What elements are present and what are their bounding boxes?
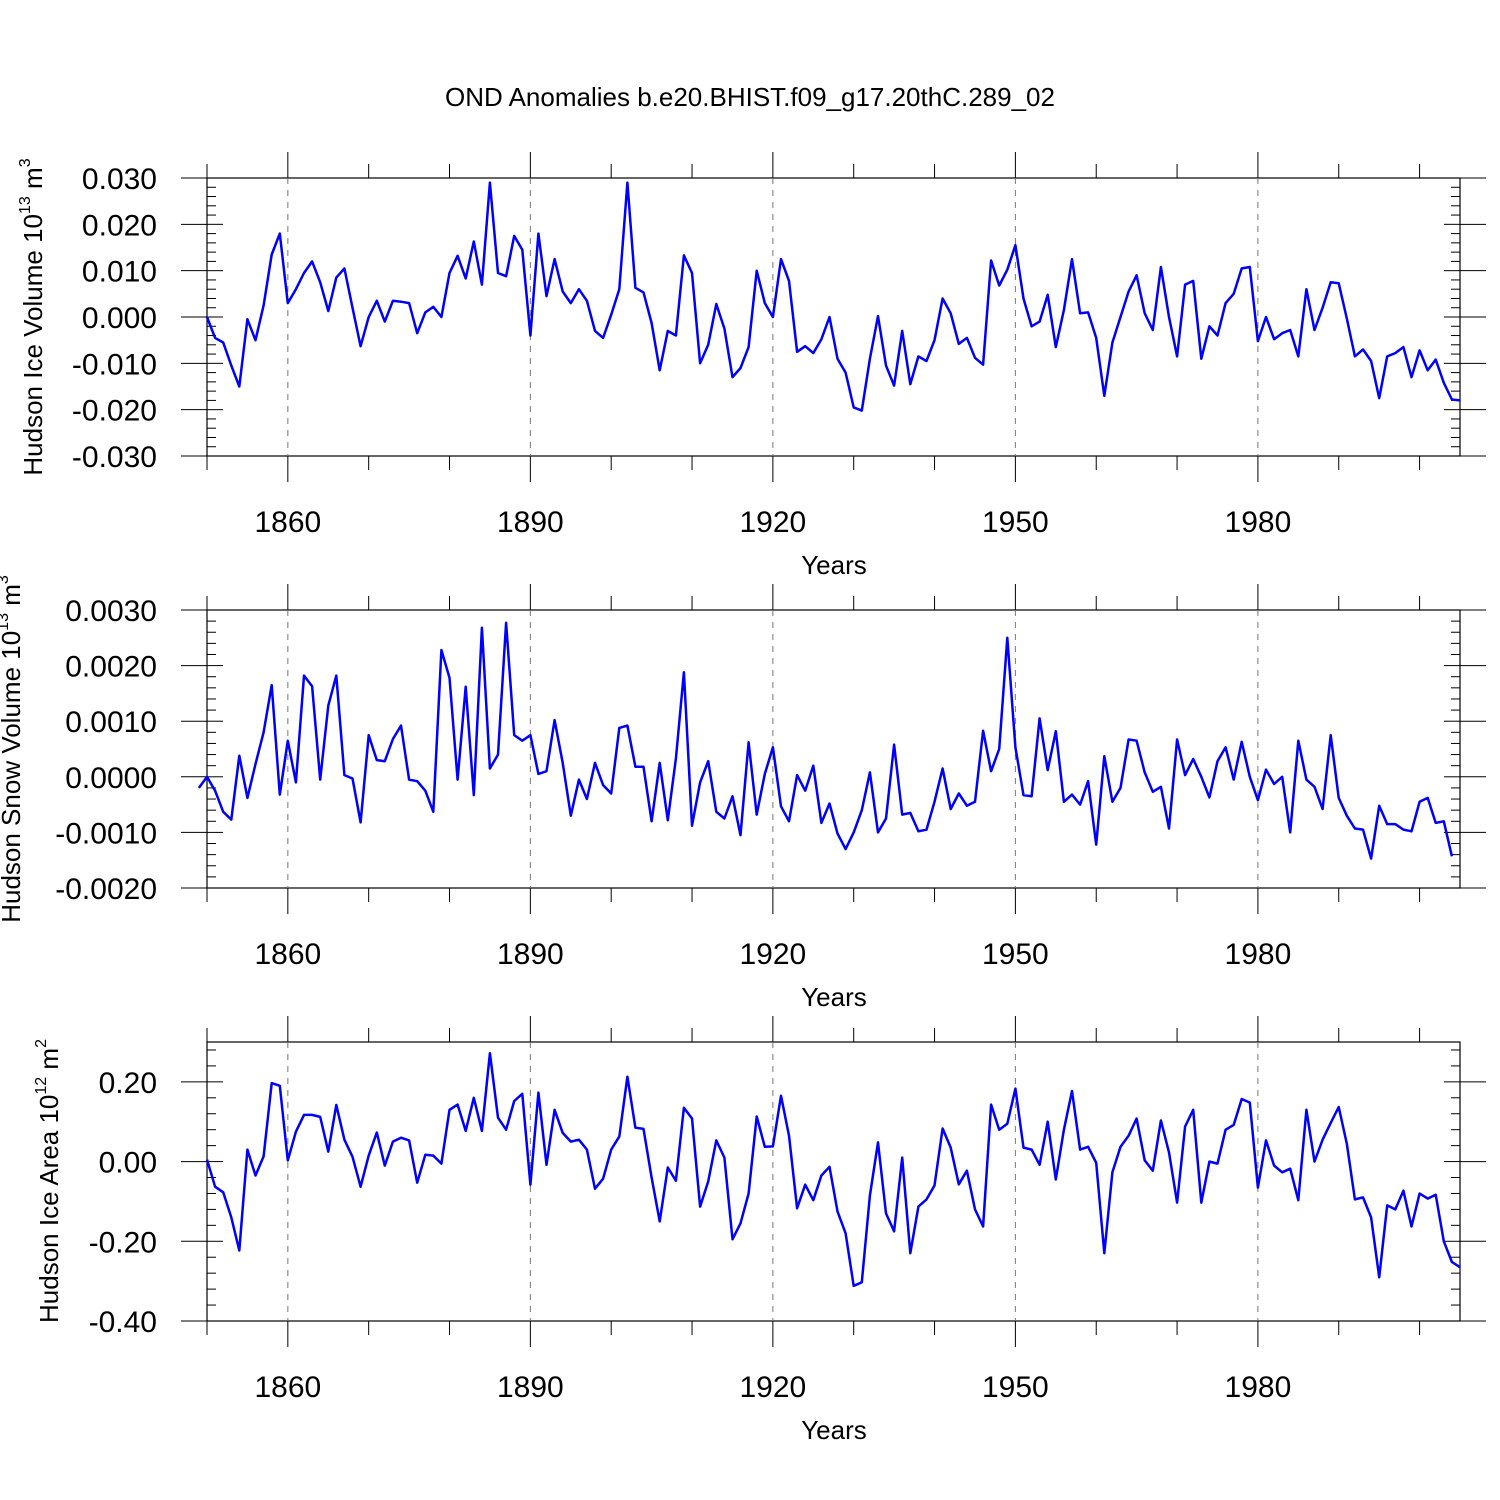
x-tick-label: 1950 — [982, 938, 1049, 971]
x-tick-label: 1980 — [1225, 938, 1292, 971]
x-tick-label: 1920 — [739, 938, 806, 971]
y-tick-label: 0.020 — [82, 209, 157, 242]
x-tick-label: 1950 — [982, 1371, 1049, 1404]
y-tick-label: 0.010 — [82, 256, 157, 289]
plot-frame — [206, 1041, 1461, 1322]
plot-frame — [206, 177, 1461, 457]
x-tick-label: 1920 — [739, 506, 806, 539]
y-tick-label: -0.40 — [89, 1306, 157, 1339]
x-axis-label: Years — [801, 1415, 867, 1445]
x-tick-label: 1950 — [982, 506, 1049, 539]
y-axis-label-text: Hudson Snow Volume 10 — [0, 631, 26, 923]
y-axis-label-text: m — [34, 1048, 64, 1077]
y-axis-label: Hudson Ice Area 1012 m2 — [33, 1039, 64, 1323]
y-tick-label: 0.0020 — [65, 651, 157, 684]
x-tick-label: 1980 — [1225, 506, 1292, 539]
series-line — [205, 1051, 1461, 1288]
y-tick-label: -0.010 — [72, 348, 157, 381]
x-tick-label: 1890 — [497, 506, 564, 539]
y-tick-label: -0.0010 — [55, 817, 157, 850]
chart-panel-1: 1860 1890 1920 1950 1980 Years -0.030 -0.020 -0.… — [17, 152, 1486, 580]
y-axis-label-text: m — [0, 584, 26, 613]
y-tick-label: 0.0030 — [65, 595, 157, 628]
x-tick-label: 1890 — [497, 1371, 564, 1404]
series-line — [197, 621, 1454, 860]
y-tick-label: 0.20 — [99, 1067, 157, 1100]
chart-panel-3: 1860 1890 1920 1950 1980 Years -0.40 -0.20 0.00 0… — [33, 1016, 1486, 1445]
y-axis-label-text: Hudson Ice Volume 10 — [18, 214, 48, 476]
y-tick-label: 0.030 — [82, 163, 157, 196]
y-tick-label: -0.030 — [72, 441, 157, 474]
y-tick-label: 0.00 — [99, 1147, 157, 1180]
x-tick-label: 1860 — [254, 506, 321, 539]
y-axis-label-text: m — [18, 167, 48, 196]
x-tick-label: 1980 — [1225, 1371, 1292, 1404]
y-axis-label-superscript: 13 — [17, 196, 34, 214]
x-axis-label: Years — [801, 982, 867, 1012]
y-axis-label-superscript: 2 — [33, 1039, 50, 1048]
x-tick-label: 1860 — [254, 938, 321, 971]
y-axis-label-text: Hudson Ice Area 10 — [34, 1095, 64, 1323]
chart-panels: 1860 1890 1920 1950 1980 Years -0.030 -0.020 -0.… — [0, 152, 1486, 1445]
y-tick-label: -0.020 — [72, 395, 157, 428]
x-axis-label: Years — [801, 550, 867, 580]
x-tick-label: 1890 — [497, 938, 564, 971]
y-axis-label-superscript: 3 — [0, 575, 12, 584]
y-axis-label-superscript: 3 — [17, 158, 34, 167]
figure-title: OND Anomalies b.e20.BHIST.f09_g17.20thC.… — [445, 82, 1055, 112]
y-axis-label: Hudson Ice Volume 1013 m3 — [17, 158, 48, 475]
series-line — [205, 181, 1461, 412]
x-tick-label: 1860 — [254, 1371, 321, 1404]
y-tick-label: -0.0020 — [55, 873, 157, 906]
y-tick-label: 0.0000 — [65, 762, 157, 795]
y-axis-label-superscript: 12 — [33, 1077, 50, 1095]
y-axis-label-superscript: 13 — [0, 613, 12, 631]
chart-panel-2: 1860 1890 1920 1950 1980 Years -0.0020 -0.0010 0… — [0, 575, 1486, 1012]
y-tick-label: -0.20 — [89, 1226, 157, 1259]
plot-frame — [206, 609, 1461, 889]
y-axis-label: Hudson Snow Volume 1013 m3 — [0, 575, 26, 923]
x-tick-label: 1920 — [739, 1371, 806, 1404]
y-tick-label: 0.000 — [82, 302, 157, 335]
y-tick-label: 0.0010 — [65, 706, 157, 739]
